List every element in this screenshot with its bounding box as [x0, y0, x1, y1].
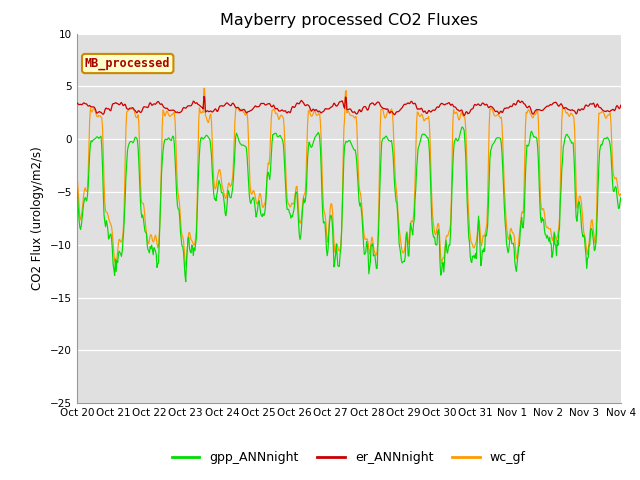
Line: gpp_ANNnight: gpp_ANNnight	[77, 127, 621, 282]
gpp_ANNnight	[416, 141, 424, 147]
wc_gf	[433, 230, 440, 236]
Text: MB_processed: MB_processed	[85, 57, 170, 70]
Y-axis label: CO2 Flux (urology/m2/s): CO2 Flux (urology/m2/s)	[31, 146, 44, 290]
wc_gf	[224, 182, 232, 188]
er_ANNnight	[73, 100, 81, 106]
gpp_ANNnight	[459, 124, 467, 130]
wc_gf	[182, 263, 189, 269]
wc_gf	[83, 189, 90, 194]
Line: wc_gf: wc_gf	[77, 88, 621, 266]
er_ANNnight	[223, 100, 231, 106]
gpp_ANNnight	[182, 279, 189, 285]
Line: er_ANNnight: er_ANNnight	[77, 96, 621, 116]
er_ANNnight	[83, 101, 90, 107]
wc_gf	[73, 174, 81, 180]
Legend: gpp_ANNnight, er_ANNnight, wc_gf: gpp_ANNnight, er_ANNnight, wc_gf	[167, 446, 531, 469]
wc_gf	[617, 191, 625, 197]
er_ANNnight	[194, 101, 202, 107]
gpp_ANNnight	[139, 212, 147, 218]
wc_gf	[139, 201, 147, 206]
gpp_ANNnight	[617, 194, 625, 200]
Title: Mayberry processed CO2 Fluxes: Mayberry processed CO2 Fluxes	[220, 13, 478, 28]
er_ANNnight	[200, 94, 208, 99]
gpp_ANNnight	[195, 167, 202, 173]
gpp_ANNnight	[83, 198, 90, 204]
er_ANNnight	[416, 106, 424, 112]
gpp_ANNnight	[73, 186, 81, 192]
er_ANNnight	[139, 106, 147, 112]
er_ANNnight	[431, 107, 439, 113]
wc_gf	[417, 113, 424, 119]
gpp_ANNnight	[223, 198, 231, 204]
wc_gf	[195, 121, 202, 127]
er_ANNnight	[617, 102, 625, 108]
gpp_ANNnight	[431, 241, 439, 247]
er_ANNnight	[460, 113, 468, 119]
wc_gf	[200, 85, 208, 91]
